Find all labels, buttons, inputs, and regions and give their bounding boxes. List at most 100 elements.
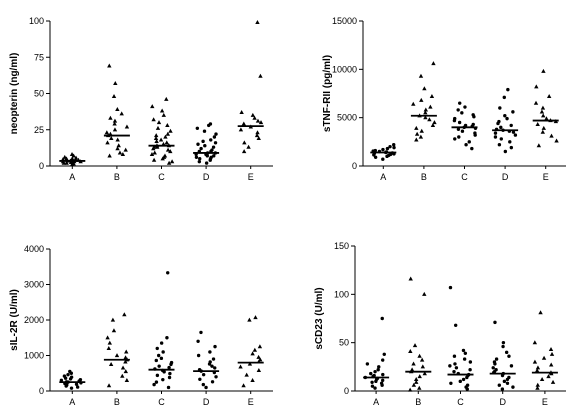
- data-point: [540, 129, 545, 134]
- data-point: [509, 123, 513, 128]
- data-point: [535, 365, 541, 370]
- data-point: [511, 385, 515, 389]
- data-point: [166, 160, 172, 165]
- data-point: [373, 155, 378, 159]
- x-tick-label: B: [415, 397, 421, 407]
- data-point: [159, 356, 164, 361]
- data-point: [108, 361, 114, 366]
- data-point: [154, 380, 159, 384]
- data-point: [115, 146, 120, 151]
- data-point: [250, 351, 255, 356]
- y-axis-label: sIL-2R (U/ml): [9, 289, 20, 351]
- x-tick-label: C: [158, 172, 165, 182]
- data-point: [212, 135, 217, 139]
- x-tick-label: E: [543, 172, 549, 182]
- x-tick-label: B: [421, 172, 427, 182]
- y-tick-label: 0: [352, 161, 357, 171]
- data-point: [471, 122, 475, 127]
- data-point: [156, 353, 161, 358]
- data-point: [255, 20, 260, 25]
- data-point: [208, 360, 212, 364]
- x-tick-label: A: [69, 172, 75, 182]
- data-point: [156, 120, 162, 125]
- data-point: [453, 323, 458, 327]
- data-point: [258, 73, 263, 78]
- data-point: [242, 140, 247, 145]
- data-point: [494, 357, 499, 361]
- data-point: [534, 368, 540, 373]
- data-point: [549, 351, 555, 356]
- data-point: [196, 142, 200, 146]
- data-point: [149, 152, 155, 156]
- data-point: [122, 312, 127, 317]
- data-point: [423, 110, 428, 115]
- data-point: [250, 377, 255, 382]
- data-point: [201, 139, 205, 144]
- data-point: [196, 353, 201, 358]
- data-point: [457, 120, 462, 125]
- data-point: [505, 381, 510, 385]
- data-point: [123, 369, 128, 374]
- data-point: [112, 121, 117, 126]
- data-point: [165, 131, 171, 136]
- data-point: [544, 116, 549, 121]
- data-point: [408, 276, 413, 281]
- data-point: [115, 107, 120, 112]
- y-tick-label: 150: [334, 241, 349, 251]
- data-point: [365, 362, 370, 366]
- data-point: [548, 347, 554, 352]
- data-point: [430, 123, 436, 127]
- data-point: [255, 118, 261, 123]
- data-point: [373, 386, 377, 390]
- y-tick-label: 0: [344, 386, 349, 396]
- data-point: [252, 115, 257, 120]
- data-point: [213, 366, 217, 370]
- data-point: [247, 317, 252, 322]
- data-point: [161, 350, 165, 354]
- data-point: [535, 382, 540, 387]
- x-tick-label: D: [502, 172, 509, 182]
- data-point: [463, 351, 468, 355]
- data-point: [411, 361, 416, 366]
- data-point: [255, 130, 260, 135]
- data-point: [431, 61, 436, 66]
- data-point: [74, 382, 79, 386]
- data-point: [106, 383, 112, 388]
- data-point: [449, 381, 453, 385]
- y-axis-label: sTNF-RII (pg/ml): [322, 55, 333, 132]
- data-point: [158, 137, 164, 142]
- data-point: [124, 124, 130, 129]
- data-point: [535, 385, 540, 390]
- data-point: [70, 156, 75, 161]
- data-point: [534, 84, 539, 89]
- data-point: [198, 157, 202, 161]
- x-tick-label: C: [158, 397, 165, 407]
- data-point: [155, 373, 160, 378]
- data-point: [169, 360, 174, 365]
- data-point: [75, 385, 80, 389]
- data-point: [115, 137, 120, 142]
- data-point: [463, 105, 467, 109]
- data-point: [413, 377, 419, 381]
- x-tick-label: B: [114, 397, 120, 407]
- data-point: [197, 159, 202, 164]
- data-point: [380, 378, 385, 383]
- data-point: [381, 147, 385, 152]
- data-point: [199, 146, 203, 151]
- x-tick-label: D: [499, 397, 506, 407]
- data-point: [532, 359, 538, 364]
- data-point: [123, 147, 128, 152]
- data-point: [204, 385, 208, 390]
- x-tick-label: E: [542, 397, 548, 407]
- data-point: [110, 317, 116, 322]
- data-point: [540, 105, 546, 110]
- data-point: [241, 121, 247, 126]
- data-point: [241, 149, 247, 154]
- y-tick-label: 4000: [24, 244, 44, 254]
- data-point: [105, 335, 110, 340]
- y-tick-label: 10000: [332, 64, 357, 74]
- data-point: [204, 161, 209, 165]
- data-point: [492, 360, 497, 364]
- data-point: [112, 127, 118, 132]
